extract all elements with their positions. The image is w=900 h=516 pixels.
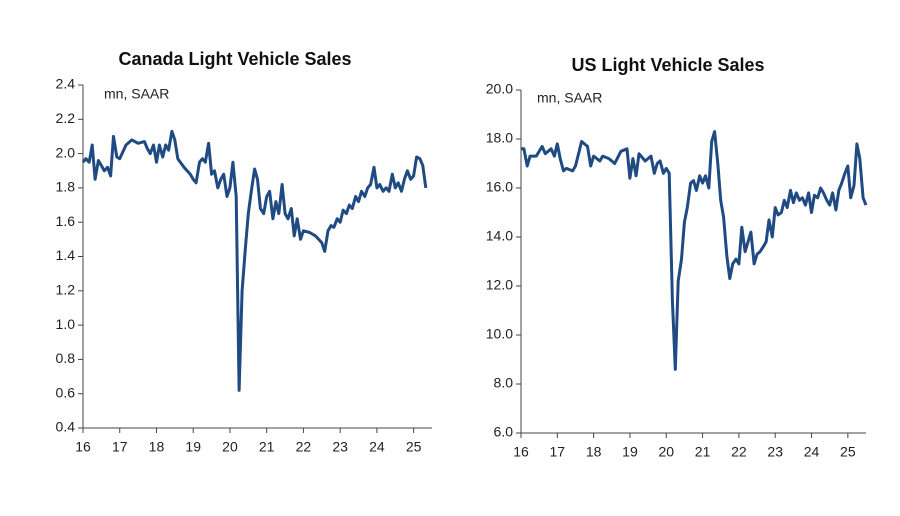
x-tick-label: 23: [767, 444, 783, 460]
y-tick-label: 6.0: [494, 424, 514, 440]
x-tick-label: 20: [222, 439, 238, 455]
chart-title: US Light Vehicle Sales: [571, 55, 764, 75]
y-tick-label: 0.4: [56, 419, 76, 435]
y-tick-label: 10.0: [486, 326, 513, 342]
y-tick-label: 16.0: [486, 179, 513, 195]
data-line: [521, 130, 868, 371]
y-tick-label: 12.0: [486, 277, 513, 293]
y-tick-label: 2.0: [56, 144, 76, 160]
y-tick-label: 2.2: [56, 110, 76, 126]
chart-subtitle: mn, SAAR: [104, 86, 169, 102]
y-tick-label: 0.6: [56, 384, 76, 400]
x-tick-label: 17: [550, 444, 566, 460]
chart-title: Canada Light Vehicle Sales: [118, 49, 351, 69]
y-tick-label: 0.8: [56, 350, 76, 366]
y-tick-label: 20.0: [486, 81, 513, 97]
x-tick-label: 24: [369, 439, 385, 455]
x-tick-label: 18: [586, 444, 602, 460]
y-tick-label: 1.6: [56, 213, 76, 229]
x-tick-label: 25: [840, 444, 856, 460]
x-tick-label: 22: [731, 444, 747, 460]
x-tick-label: 16: [75, 439, 91, 455]
y-tick-label: 18.0: [486, 130, 513, 146]
x-tick-label: 19: [185, 439, 201, 455]
x-tick-label: 25: [406, 439, 422, 455]
x-tick-label: 21: [695, 444, 711, 460]
x-tick-label: 21: [259, 439, 275, 455]
x-tick-label: 16: [513, 444, 529, 460]
y-tick-label: 1.4: [56, 247, 76, 263]
y-tick-label: 14.0: [486, 228, 513, 244]
x-tick-label: 18: [149, 439, 165, 455]
x-tick-label: 19: [622, 444, 638, 460]
y-tick-label: 2.4: [56, 76, 76, 92]
chart-subtitle: mn, SAAR: [537, 90, 602, 106]
x-tick-label: 22: [296, 439, 312, 455]
y-tick-label: 1.8: [56, 179, 76, 195]
x-tick-label: 23: [332, 439, 348, 455]
y-tick-label: 1.2: [56, 282, 76, 298]
x-tick-label: 20: [658, 444, 674, 460]
x-tick-label: 17: [112, 439, 128, 455]
data-line: [81, 129, 428, 392]
x-tick-label: 24: [804, 444, 820, 460]
y-tick-label: 1.0: [56, 316, 76, 332]
y-tick-label: 8.0: [494, 375, 514, 391]
